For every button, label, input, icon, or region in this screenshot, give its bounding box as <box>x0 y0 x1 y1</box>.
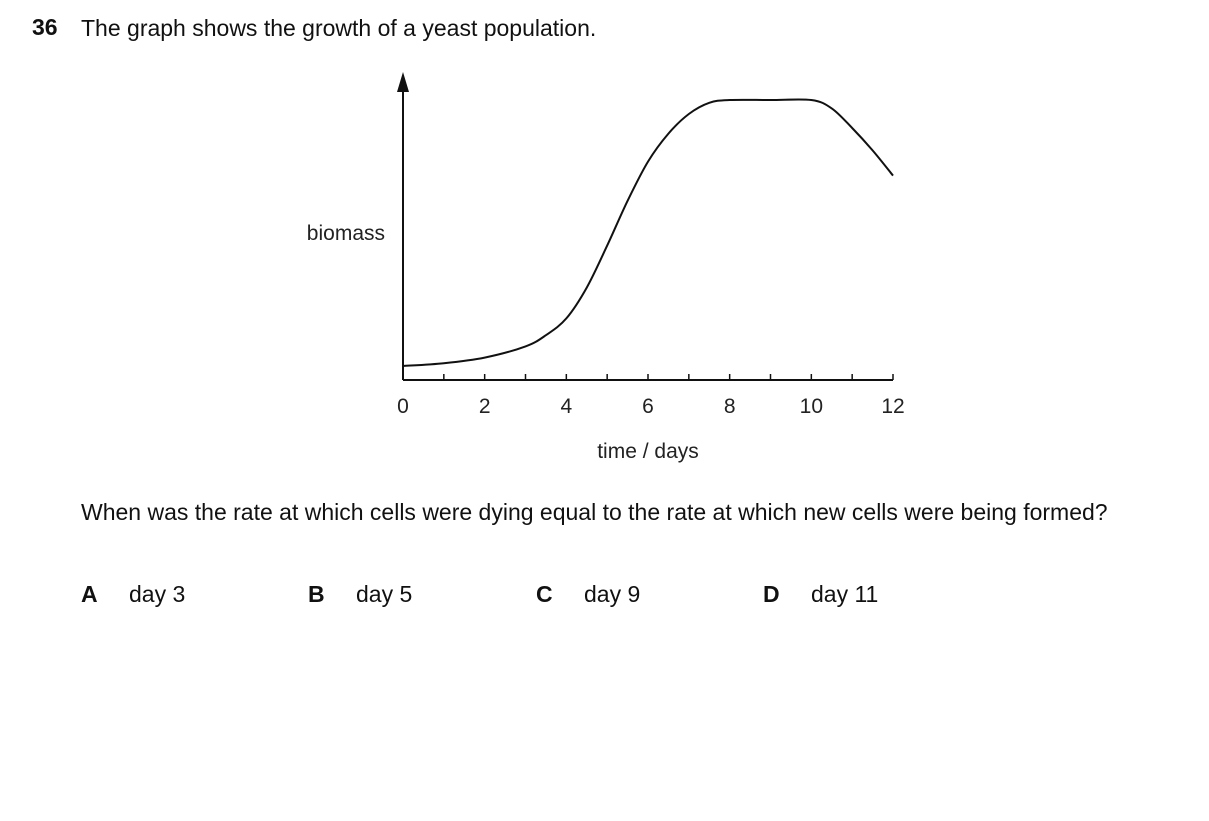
question-prompt: When was the rate at which cells were dy… <box>81 499 1108 525</box>
x-tick-label: 6 <box>642 395 654 418</box>
option-letter: C <box>536 581 553 607</box>
option-letter: A <box>81 581 98 607</box>
x-tick-label: 8 <box>724 395 736 418</box>
x-tick-label: 10 <box>800 395 823 418</box>
y-axis-label: biomass <box>307 222 385 245</box>
x-axis-label: time / days <box>597 440 699 463</box>
growth-curve-line <box>402 98 894 367</box>
option-text: day 5 <box>356 581 413 607</box>
x-axis-ticks: 0 2 4 6 8 10 12 <box>397 374 905 418</box>
question-number: 36 <box>32 14 58 40</box>
option-letter: B <box>308 581 325 607</box>
option-text: day 9 <box>584 581 641 607</box>
option-text: day 11 <box>811 581 879 607</box>
option-letter: D <box>763 581 780 607</box>
x-tick-label: 0 <box>397 395 409 418</box>
chart-plot-area <box>402 98 894 367</box>
x-tick-label: 2 <box>479 395 491 418</box>
question-stem: The graph shows the growth of a yeast po… <box>81 15 597 41</box>
option-text: day 3 <box>129 581 186 607</box>
x-tick-label: 4 <box>560 395 572 418</box>
y-axis-arrow <box>397 72 409 92</box>
yeast-growth-chart: 0 2 4 6 8 10 12 biomass time / days <box>307 72 905 463</box>
x-tick-label: 12 <box>881 395 904 418</box>
chart-axes <box>397 72 893 381</box>
